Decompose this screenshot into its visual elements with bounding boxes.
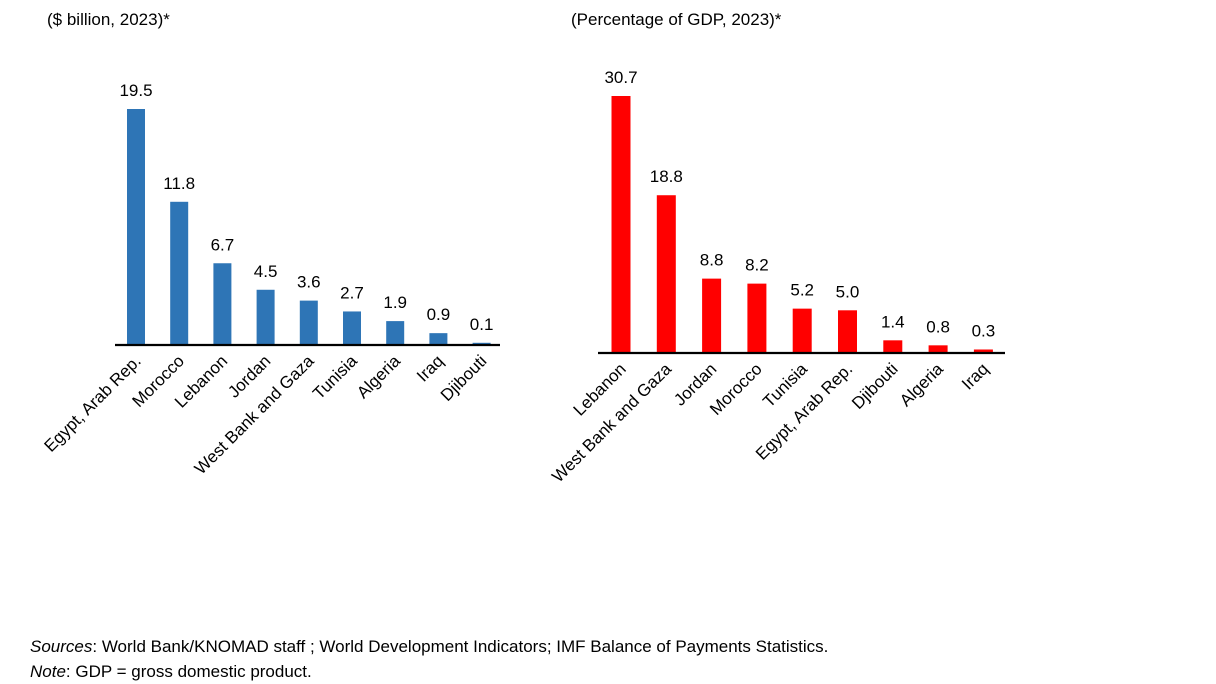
- data-label: 30.7: [604, 68, 637, 87]
- data-label: 2.7: [340, 283, 364, 302]
- bar-morocco: [747, 283, 767, 352]
- category-label: Egypt, Arab Rep.: [41, 351, 145, 455]
- gdp-note: Note: GDP = gross domestic product.: [30, 662, 312, 682]
- bar-algeria: [386, 321, 405, 344]
- bar-tunisia: [343, 311, 361, 344]
- bar-jordan: [256, 289, 275, 344]
- data-label: 1.4: [881, 312, 905, 331]
- left-chart-subtitle: ($ billion, 2023)*: [47, 10, 170, 29]
- bar-iraq: [429, 333, 448, 344]
- data-label: 6.7: [211, 235, 235, 254]
- data-label: 0.1: [470, 315, 494, 334]
- sources-note: Sources: World Bank/KNOMAD staff ; World…: [30, 637, 828, 657]
- category-label: Tunisia: [309, 351, 361, 403]
- data-label: 3.6: [297, 273, 321, 292]
- category-label: Iraq: [958, 359, 992, 393]
- data-label: 8.2: [745, 256, 769, 275]
- bar-lebanon: [611, 96, 631, 352]
- data-label: 0.8: [926, 317, 950, 336]
- data-label: 18.8: [650, 167, 683, 186]
- bar-morocco: [170, 201, 189, 344]
- note-text: : GDP = gross domestic product.: [65, 662, 312, 681]
- data-label: 1.9: [383, 293, 407, 312]
- data-label: 8.8: [700, 251, 724, 270]
- bar-egypt-arab-rep: [838, 310, 857, 352]
- bar-tunisia: [792, 308, 812, 352]
- note-label: Note: [30, 662, 66, 681]
- data-label: 4.5: [254, 262, 278, 281]
- category-label: Iraq: [413, 351, 447, 385]
- category-label: Djibouti: [437, 351, 491, 405]
- bar-djibouti: [883, 340, 903, 352]
- data-label: 19.5: [119, 81, 152, 100]
- data-label: 11.8: [163, 174, 195, 193]
- category-label: Djibouti: [848, 359, 902, 413]
- bar-lebanon: [213, 263, 232, 344]
- data-label: 5.2: [790, 281, 814, 300]
- bar-algeria: [928, 345, 948, 352]
- sources-label: Sources: [30, 637, 93, 656]
- bar-iraq: [973, 349, 993, 352]
- category-label: Algeria: [896, 359, 947, 410]
- bar-west-bank-and-gaza: [299, 300, 318, 344]
- data-label: 0.9: [427, 305, 451, 324]
- bar-egypt-arab-rep: [127, 109, 145, 344]
- sources-text: : World Bank/KNOMAD staff ; World Develo…: [92, 637, 829, 656]
- bar-djibouti: [472, 342, 491, 344]
- data-label: 0.3: [972, 321, 996, 340]
- right-chart-subtitle: (Percentage of GDP, 2023)*: [571, 10, 782, 29]
- bar-jordan: [702, 278, 722, 352]
- category-label: Algeria: [353, 351, 404, 402]
- data-label: 5.0: [836, 282, 860, 301]
- bar-west-bank-and-gaza: [656, 195, 676, 352]
